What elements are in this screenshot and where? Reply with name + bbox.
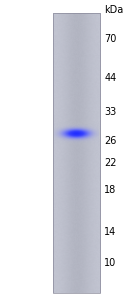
Text: 33: 33 bbox=[104, 107, 116, 117]
Text: kDa: kDa bbox=[104, 5, 123, 16]
Text: 14: 14 bbox=[104, 227, 116, 237]
Text: 44: 44 bbox=[104, 73, 116, 83]
Text: 18: 18 bbox=[104, 185, 116, 196]
Text: 26: 26 bbox=[104, 135, 117, 146]
Text: 22: 22 bbox=[104, 158, 117, 168]
Bar bbox=[53, 13, 100, 293]
Text: 70: 70 bbox=[104, 34, 117, 44]
Text: 10: 10 bbox=[104, 258, 116, 268]
